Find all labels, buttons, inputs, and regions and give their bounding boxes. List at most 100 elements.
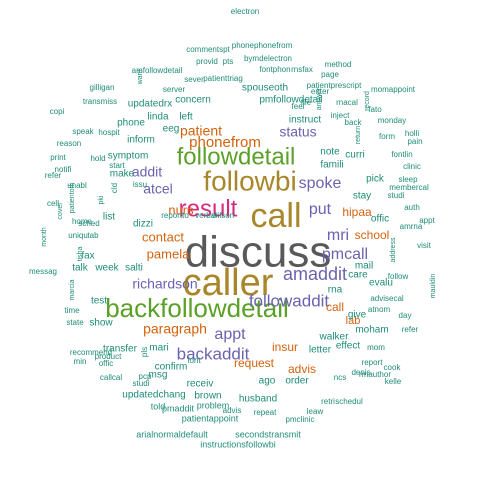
cloud-word: inform [127,135,155,146]
cloud-word: repeat [254,408,277,417]
cloud-word: retri [321,397,335,406]
cloud-word: instruct [289,115,321,126]
cloud-word: commentspt [186,45,230,54]
cloud-word: report [362,358,384,367]
cloud-word: studi [133,379,150,388]
cloud-word: auth [404,203,420,212]
cloud-word: reason [57,139,81,148]
cloud-word: fato [368,105,382,114]
cloud-word: time [64,306,80,315]
cloud-word: secondstransmit [235,429,301,439]
cloud-word: recommend [70,348,112,357]
cloud-word: cook [384,363,402,372]
cloud-word: pls [140,347,149,357]
cloud-word: addit [132,164,162,180]
cloud-word: server [163,85,186,94]
cloud-word: messag [29,267,57,276]
cloud-word: list [103,212,115,223]
cloud-word: month [41,227,48,247]
cloud-word: school [355,228,390,242]
cloud-word: pmaddit [162,403,195,413]
cloud-word: salti [125,263,143,274]
cloud-word: cell [47,199,59,208]
cloud-word: make [110,169,135,180]
cloud-word: reportto [161,211,189,220]
cloud-word: denis [351,368,370,377]
cloud-word: uniqu [68,231,88,240]
cloud-word: provid [196,57,218,66]
cloud-word: spouseoth [242,83,288,94]
cloud-word: studi [388,191,405,200]
cloud-word: method [325,60,352,69]
cloud-word: evalu [369,278,393,289]
cloud-word: lab [346,315,361,327]
cloud-word: backfollowdetail [105,293,289,323]
cloud-word: hipaa [342,205,372,219]
cloud-word: schedul [335,397,363,406]
cloud-word: product [95,352,122,361]
cloud-word: receiv [187,379,214,390]
cloud-word: fontphon [259,65,290,74]
cloud-word: print [50,153,66,162]
cloud-word: rnacal [336,98,358,107]
cloud-word: instructionsfollowbi [200,439,276,449]
cloud-word: atnom [368,305,391,314]
cloud-word: week [94,263,119,274]
cloud-word: fontlin [391,150,412,159]
cloud-word: offic [99,359,114,368]
cloud-word: appt [419,216,435,225]
cloud-word: test [91,296,107,307]
cloud-word: notifi [55,165,72,174]
cloud-word: cld [110,183,119,193]
cloud-word: hospit [98,128,120,137]
cloud-word: patientoth [69,183,76,214]
cloud-word: issu [133,180,147,189]
cloud-word: give [348,310,367,321]
cloud-word: mari [149,343,168,354]
cloud-word: atcel [143,181,173,197]
cloud-word: confirm [155,362,188,373]
cloud-word: advis [223,406,242,415]
cloud-word: request [234,356,275,370]
cloud-word: brown [194,391,221,402]
cloud-word: ncs [334,373,346,382]
cloud-word: holli [405,129,419,138]
cloud-word: min [74,357,87,366]
cloud-word: record [364,91,371,111]
cloud-word: phonefrom [189,134,261,151]
cloud-word: put [309,201,332,218]
cloud-word: refer [402,325,419,334]
cloud-word: result [179,195,238,222]
cloud-word: address [390,237,397,262]
cloud-word: symptom [108,151,149,162]
cloud-word: state [66,318,84,327]
cloud-word: mail [355,261,373,272]
cloud-word: backaddit [177,344,250,363]
cloud-word: tab [87,231,99,240]
cloud-word: patientprescript [307,81,362,90]
cloud-word: page [321,70,339,79]
cloud-word: show [89,318,113,329]
cloud-word: enter [311,87,330,96]
cloud-word: ago [259,376,276,387]
cloud-word: start [109,161,125,170]
cloud-word: pick [366,174,385,185]
cloud-word: mom [367,343,385,352]
cloud-word: verbal [195,211,217,220]
cloud-word: insur [272,340,298,354]
cloud-word: updatedrx [128,99,172,110]
cloud-word: pmcall [322,246,368,263]
cloud-word: gilligan [90,83,115,92]
cloud-word: told [151,401,166,411]
cloud-word: nurs [168,202,194,217]
cloud-word: sleep [398,175,418,184]
cloud-word: pain [407,137,422,146]
cloud-word: curri [345,150,364,161]
cloud-word: followdetail [177,143,296,170]
cloud-word: day [399,311,412,320]
cloud-word: appt [214,326,246,343]
cloud-word: left [179,112,193,123]
cloud-word: hold [90,154,105,163]
cloud-word: husband [239,394,277,405]
